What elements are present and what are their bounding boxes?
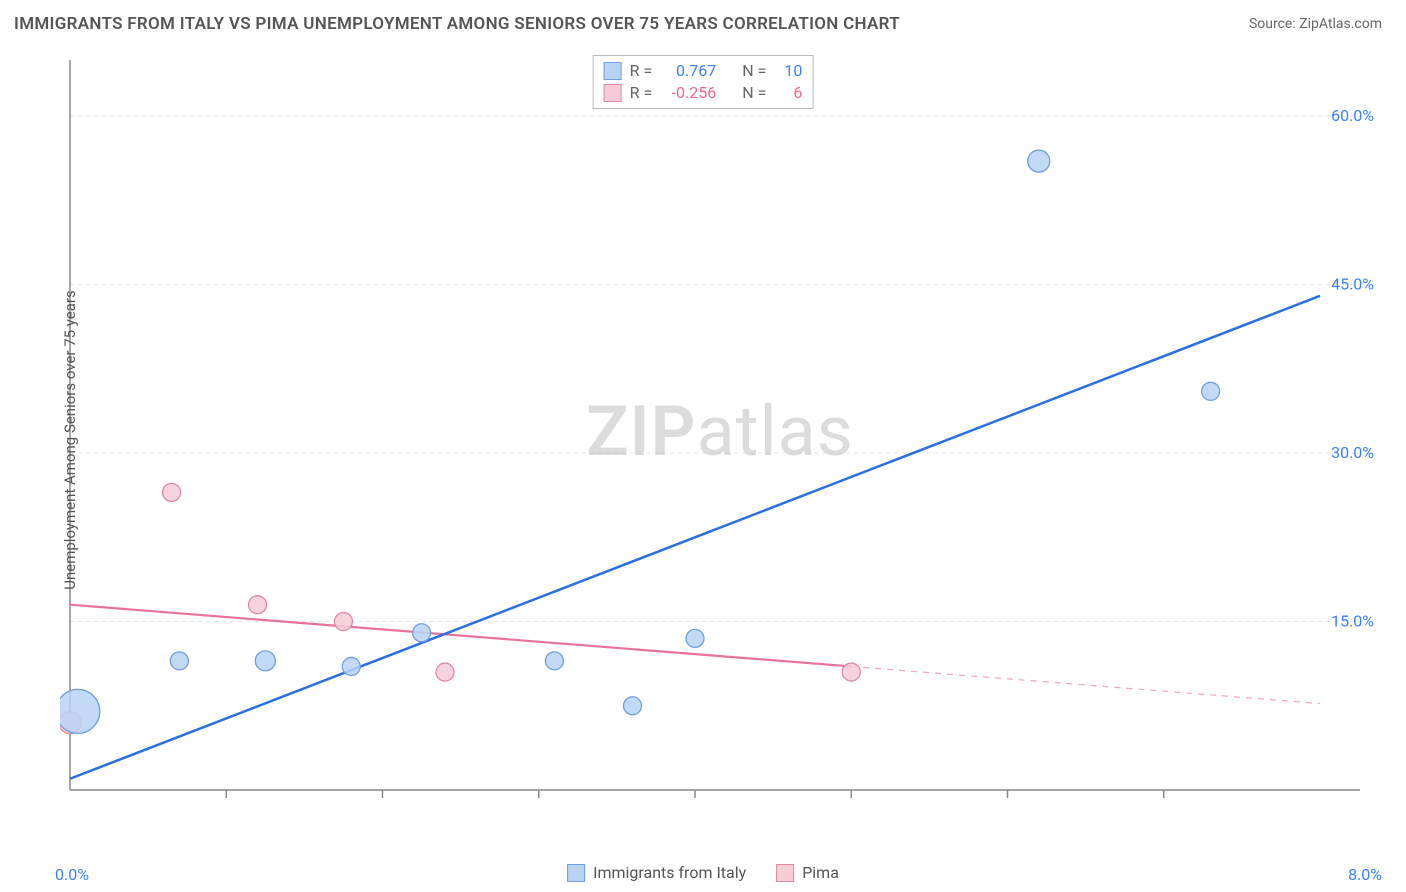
svg-text:30.0%: 30.0%: [1331, 443, 1374, 462]
legend-label-pink: Pima: [802, 863, 839, 882]
swatch-blue: [604, 62, 622, 80]
legend-row-blue: R = 0.767 N = 10: [604, 60, 803, 82]
x-axis-min: 0.0%: [55, 865, 89, 884]
y-axis-label: Unemployment Among Seniors over 75 years: [61, 290, 79, 589]
plot-area: Unemployment Among Seniors over 75 years…: [60, 50, 1380, 830]
chart-svg: 15.0% 30.0% 45.0% 60.0%: [60, 50, 1380, 830]
source-label: Source: ZipAtlas.com: [1249, 16, 1382, 32]
r-label: R =: [630, 60, 653, 82]
chart-title: IMMIGRANTS FROM ITALY VS PIMA UNEMPLOYME…: [14, 14, 900, 34]
swatch-pink-2: [776, 864, 794, 882]
svg-text:60.0%: 60.0%: [1331, 106, 1374, 125]
svg-text:15.0%: 15.0%: [1331, 612, 1374, 631]
swatch-blue-2: [567, 864, 585, 882]
series-legend: Immigrants from Italy Pima: [567, 863, 839, 882]
r-value-pink: -0.256: [660, 82, 716, 104]
n-value-blue: 10: [774, 60, 802, 82]
legend-item-blue: Immigrants from Italy: [567, 863, 746, 882]
legend-item-pink: Pima: [776, 863, 839, 882]
svg-text:45.0%: 45.0%: [1331, 275, 1374, 294]
r-value-blue: 0.767: [660, 60, 716, 82]
n-value-pink: 6: [774, 82, 802, 104]
n-label-2: N =: [742, 82, 766, 104]
x-axis-max: 8.0%: [1348, 865, 1382, 884]
correlation-legend: R = 0.767 N = 10 R = -0.256 N = 6: [593, 55, 814, 109]
legend-row-pink: R = -0.256 N = 6: [604, 82, 803, 104]
n-label: N =: [742, 60, 766, 82]
r-label-2: R =: [630, 82, 653, 104]
legend-label-blue: Immigrants from Italy: [593, 863, 746, 882]
swatch-pink: [604, 84, 622, 102]
